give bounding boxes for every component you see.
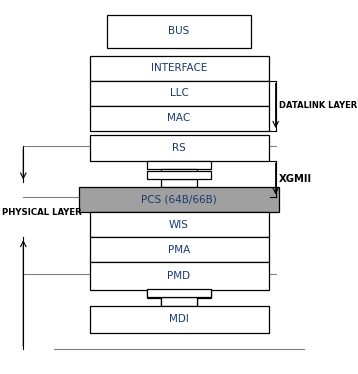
- Bar: [79, 187, 279, 212]
- Text: PMD: PMD: [168, 271, 190, 281]
- Bar: [147, 171, 211, 179]
- Bar: [90, 237, 268, 262]
- Bar: [90, 306, 268, 333]
- Text: PHYSICAL LAYER: PHYSICAL LAYER: [2, 208, 82, 217]
- Bar: [147, 160, 211, 169]
- Text: PCS (64B/66B): PCS (64B/66B): [141, 194, 217, 205]
- Text: XGMII: XGMII: [279, 174, 312, 184]
- Text: DATALINK LAYER: DATALINK LAYER: [279, 101, 357, 110]
- Text: LLC: LLC: [170, 88, 188, 98]
- Bar: [90, 212, 268, 237]
- Bar: [147, 289, 211, 298]
- Bar: [161, 179, 197, 187]
- Bar: [161, 297, 197, 306]
- Text: RS: RS: [172, 143, 186, 153]
- Text: WIS: WIS: [169, 220, 189, 230]
- Bar: [90, 106, 268, 131]
- Bar: [107, 15, 251, 48]
- Bar: [90, 56, 268, 81]
- Text: PMA: PMA: [168, 245, 190, 255]
- Text: MAC: MAC: [168, 113, 190, 123]
- Bar: [90, 81, 268, 106]
- Text: INTERFACE: INTERFACE: [151, 63, 207, 73]
- Bar: [90, 135, 268, 160]
- Bar: [161, 298, 197, 306]
- Bar: [161, 169, 197, 177]
- Bar: [147, 289, 211, 297]
- Text: MDI: MDI: [169, 314, 189, 324]
- Bar: [90, 262, 268, 289]
- Text: BUS: BUS: [168, 27, 190, 37]
